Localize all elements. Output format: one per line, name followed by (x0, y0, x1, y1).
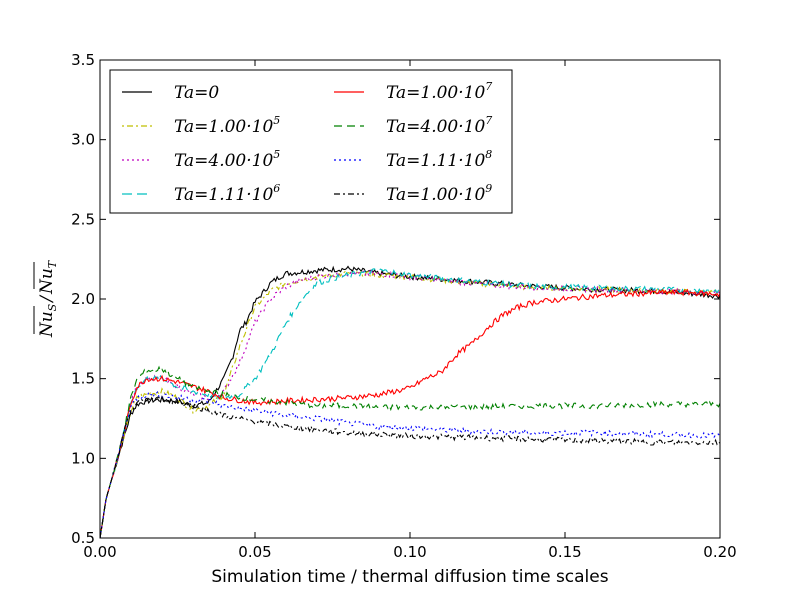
series-line-1 (100, 270, 720, 538)
legend-label: Ta=1.00·105 (174, 114, 280, 137)
y-tick-label: 0.5 (71, 529, 95, 547)
y-tick-label: 3.5 (71, 51, 95, 69)
y-axis-label: NuS/NuT (33, 259, 59, 338)
series-line-6 (100, 390, 720, 538)
ylabel-den-base: Nu (37, 268, 57, 295)
y-tick-label: 2.0 (71, 290, 95, 308)
x-tick-label: 0.10 (393, 543, 426, 561)
series-line-0 (100, 265, 720, 538)
series-line-4 (100, 288, 720, 538)
series-layer (100, 265, 720, 538)
ylabel-sep: / (37, 294, 57, 304)
legend-label: Ta=1.11·106 (174, 182, 280, 205)
ylabel-den-sub: T (46, 259, 59, 268)
series-line-3 (100, 268, 720, 538)
x-tick-label: 0.20 (703, 543, 736, 561)
legend-label: Ta=1.00·109 (386, 182, 492, 205)
series-line-7 (100, 395, 720, 538)
legend-box (109, 69, 513, 214)
x-tick-label: 0.05 (238, 543, 271, 561)
x-axis-label: Simulation time / thermal diffusion time… (211, 567, 608, 587)
y-tick-label: 1.0 (71, 449, 95, 467)
legend-label: Ta=1.11·108 (386, 148, 492, 171)
x-tick-label: 0.15 (548, 543, 581, 561)
y-tick-label: 3.0 (71, 131, 95, 149)
legend-label: Ta=4.00·107 (386, 114, 492, 137)
ylabel-num-sub: S (46, 303, 59, 311)
x-tick-label: 0.00 (83, 543, 116, 561)
ticks-layer: 0.00 0.05 0.10 0.15 0.20 0.5 1.0 1.5 2.0 2.5 3.0 3.… (71, 51, 737, 561)
legend: Ta=0 Ta=1.00·105 Ta=4.00·105 Ta=1.11·106 Ta=… (109, 69, 513, 214)
legend-label: Ta=4.00·105 (174, 148, 280, 171)
series-line-2 (100, 269, 720, 538)
y-tick-label: 1.5 (71, 370, 95, 388)
y-tick-label: 2.5 (71, 210, 95, 228)
legend-label: Ta=0 (174, 83, 219, 103)
ylabel-num-base: Nu (37, 311, 57, 338)
y-axis-label-text: NuS/NuT (37, 259, 59, 338)
series-line-5 (100, 365, 720, 538)
legend-label: Ta=1.00·107 (386, 80, 492, 103)
axis-labels: Simulation time / thermal diffusion time… (33, 259, 609, 587)
